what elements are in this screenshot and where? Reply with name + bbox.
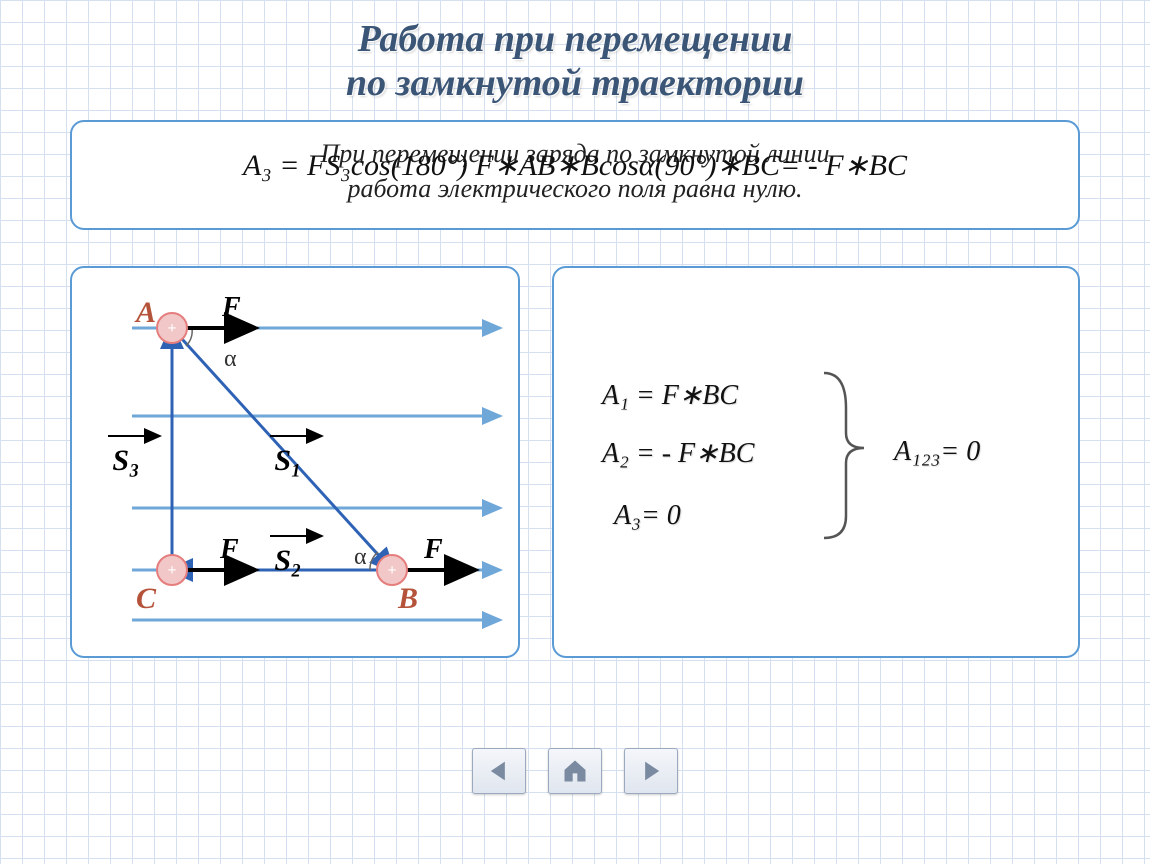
svg-text:S₁: S₁ bbox=[274, 444, 301, 477]
triangle-left-icon bbox=[485, 757, 513, 785]
slide: Работа при перемещении по замкнутой трае… bbox=[0, 0, 1150, 864]
svg-text:F: F bbox=[221, 292, 241, 323]
triangle-right-icon bbox=[637, 757, 665, 785]
nav-next-button[interactable] bbox=[624, 748, 678, 794]
equation-a2: A₂ = - F∗BC bbox=[602, 436, 754, 470]
svg-text:+: + bbox=[167, 562, 176, 579]
diagram-panel: + + + A B C S₁ S₂ S₃ F F Fα α bbox=[70, 266, 520, 658]
home-icon bbox=[561, 757, 589, 785]
nav-bar bbox=[0, 748, 1150, 794]
title-line-2: по замкнутой траектории bbox=[346, 62, 804, 104]
triangle-diagram: + + + A B C S₁ S₂ S₃ F F Fα α bbox=[72, 268, 522, 660]
equation-a3: A₃= 0 bbox=[614, 500, 681, 532]
svg-text:S₃: S₃ bbox=[112, 444, 139, 477]
title-line-1: Работа при перемещении bbox=[358, 18, 793, 60]
svg-text:+: + bbox=[167, 320, 176, 337]
svg-text:B: B bbox=[397, 582, 418, 615]
svg-text:C: C bbox=[136, 582, 157, 615]
nav-prev-button[interactable] bbox=[472, 748, 526, 794]
equation-result: A₁₂₃= 0 bbox=[894, 436, 980, 468]
svg-text:A: A bbox=[134, 296, 156, 329]
svg-text:+: + bbox=[387, 562, 396, 579]
svg-text:α: α bbox=[354, 544, 367, 570]
nav-home-button[interactable] bbox=[548, 748, 602, 794]
slide-title: Работа при перемещении по замкнутой трае… bbox=[0, 0, 1150, 105]
svg-text:F: F bbox=[423, 534, 443, 565]
svg-text:α: α bbox=[224, 346, 237, 372]
overlay-equation: A₃ = FS₃cos(180°) F∗AB∗Вcosα(90°)∗BC= - … bbox=[0, 148, 1150, 183]
equations-panel: A₁ = F∗BC A₂ = - F∗BC A₃= 0 A₁₂₃= 0 bbox=[552, 266, 1080, 658]
svg-text:F: F bbox=[219, 534, 239, 565]
svg-text:S₂: S₂ bbox=[274, 544, 301, 577]
equation-a1: A₁ = F∗BC bbox=[602, 378, 738, 412]
